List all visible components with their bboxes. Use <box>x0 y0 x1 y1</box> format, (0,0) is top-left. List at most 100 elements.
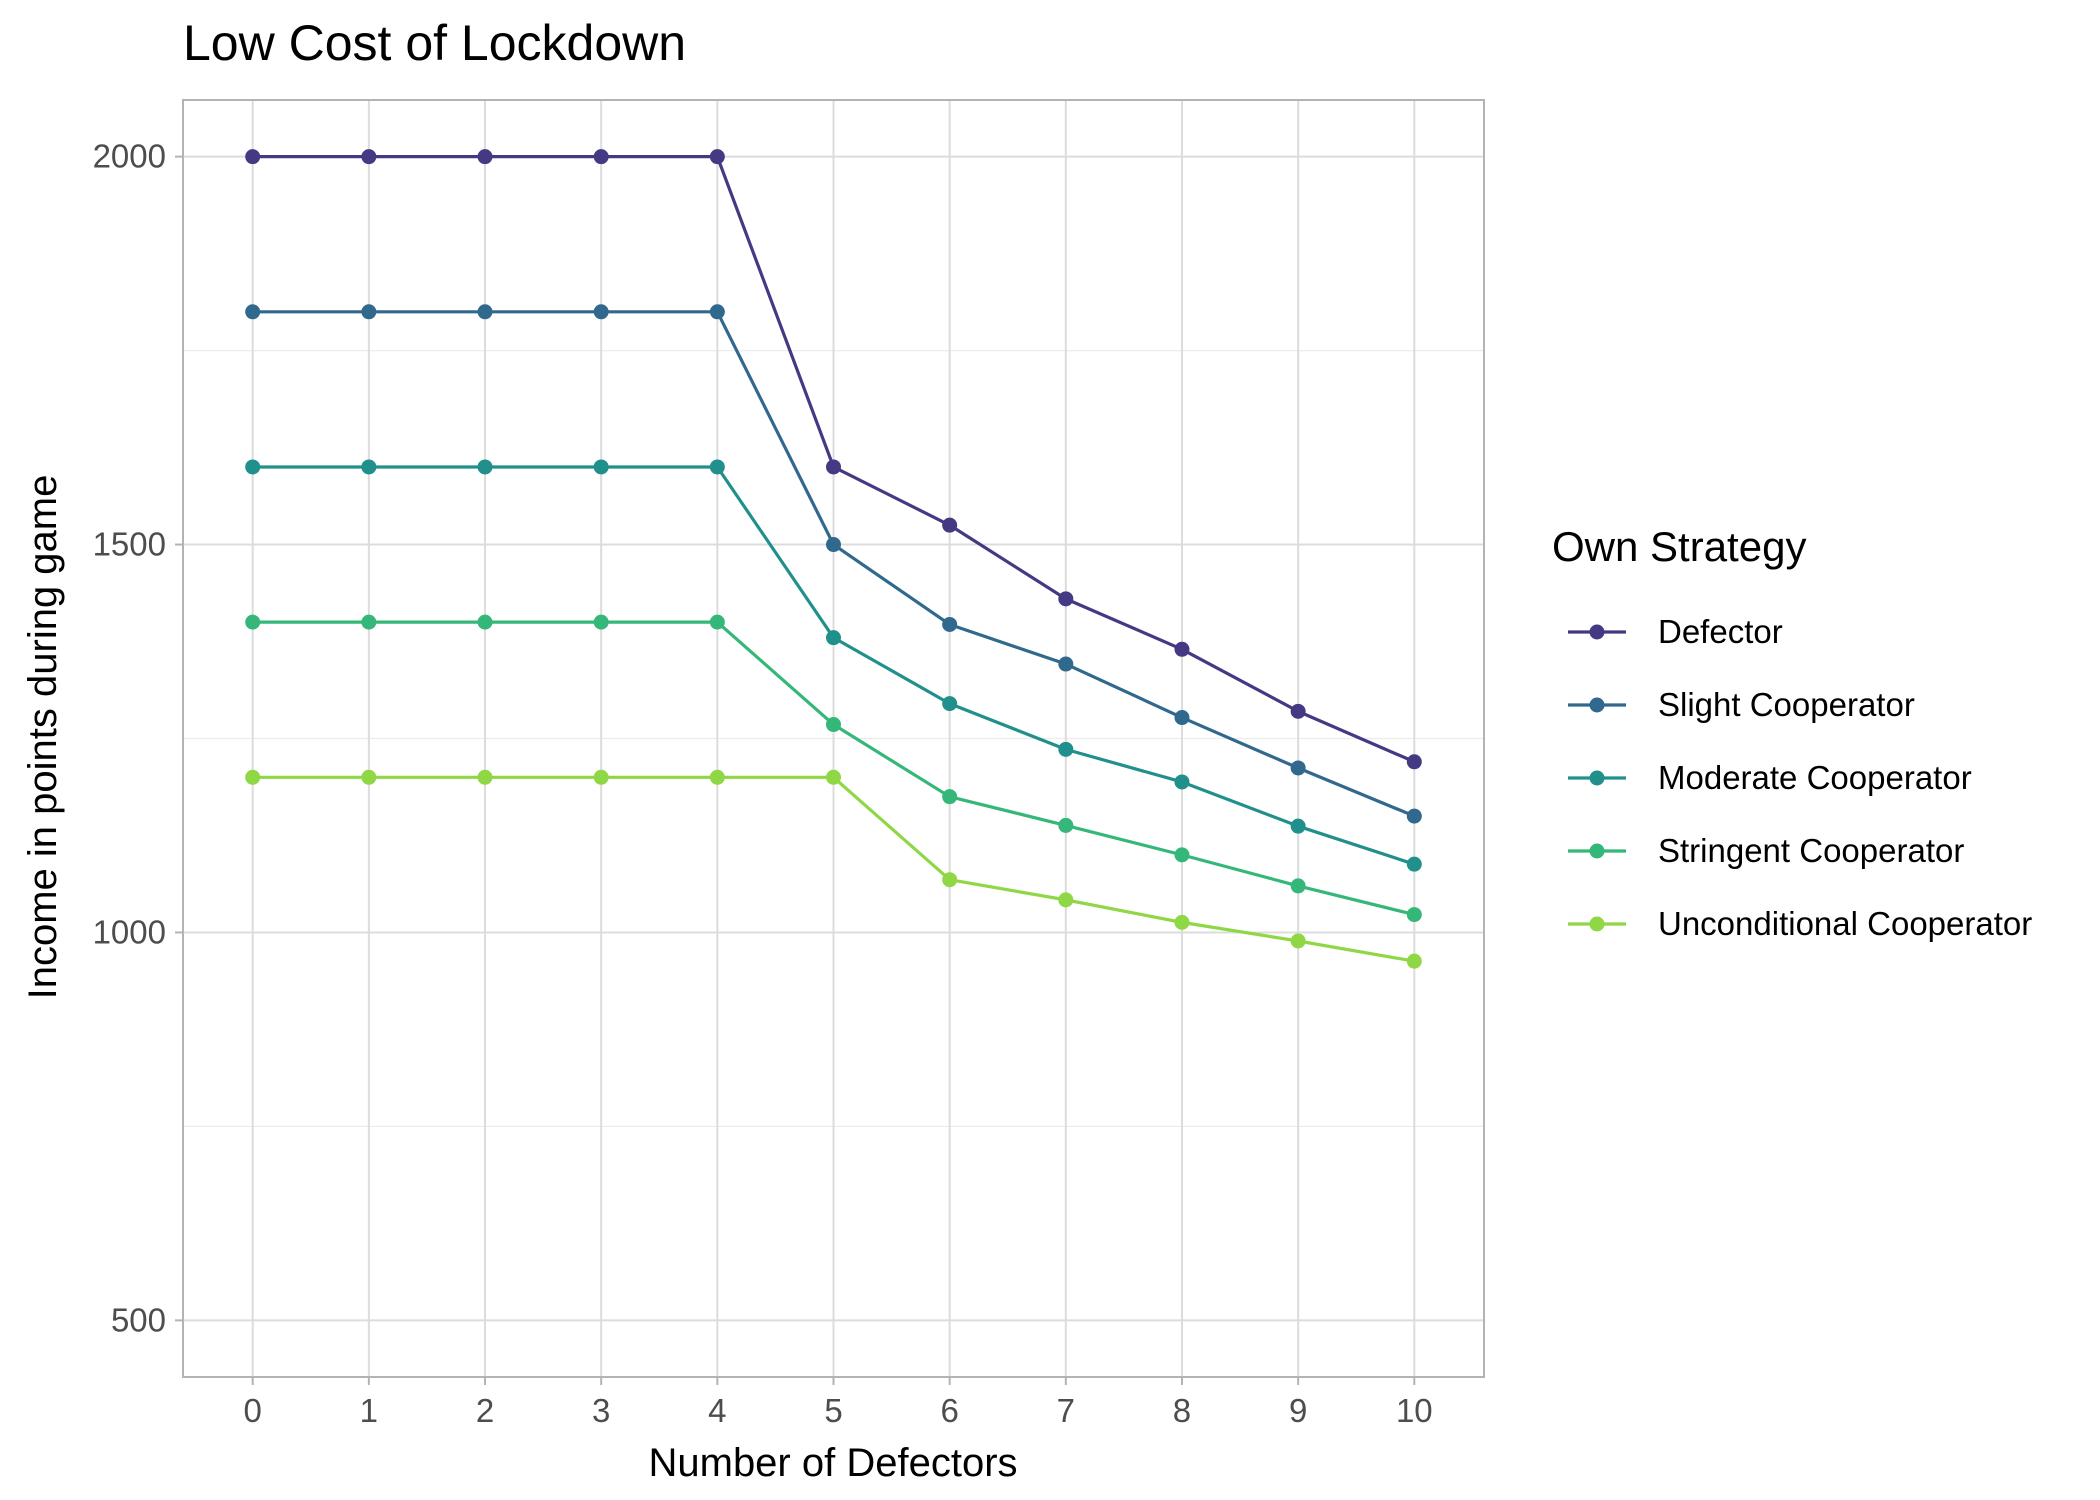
data-point <box>1406 907 1422 923</box>
data-point <box>593 769 609 785</box>
data-point <box>593 149 609 165</box>
data-point <box>245 614 261 630</box>
data-point <box>826 630 841 646</box>
data-point <box>1290 818 1306 834</box>
data-point <box>593 459 609 475</box>
data-point <box>1290 703 1306 719</box>
x-tick-label: 1 <box>360 1392 378 1429</box>
series-slight-cooperator <box>245 304 1422 824</box>
legend-label: Stringent Cooperator <box>1658 832 1964 869</box>
data-point <box>245 459 261 475</box>
series-defector <box>245 149 1422 770</box>
data-point <box>942 872 958 888</box>
data-point <box>1290 760 1306 776</box>
data-point <box>593 304 609 320</box>
y-axis-title: Income in points during game <box>21 475 65 1000</box>
data-point <box>1174 914 1190 930</box>
legend-key-point <box>1589 770 1605 786</box>
series-unconditional-cooperator <box>245 769 1422 969</box>
legend-key-point <box>1589 697 1605 713</box>
x-tick-label: 5 <box>824 1392 842 1429</box>
data-point <box>1406 856 1422 872</box>
data-point <box>1174 710 1190 726</box>
data-point <box>1058 892 1074 908</box>
data-point <box>1058 591 1074 607</box>
legend-label: Unconditional Cooperator <box>1658 905 2032 942</box>
data-point <box>245 304 261 320</box>
series-stringent-cooperator <box>245 614 1422 923</box>
data-point <box>826 459 841 475</box>
x-tick-label: 2 <box>476 1392 494 1429</box>
data-point <box>826 769 841 785</box>
x-axis: 0 1 2 3 4 5 6 7 8 9 10 <box>244 1377 1433 1429</box>
data-point <box>1290 933 1306 949</box>
legend-item: Unconditional Cooperator <box>1568 905 2032 942</box>
data-point <box>361 614 377 630</box>
data-point <box>709 459 725 475</box>
data-point <box>709 769 725 785</box>
x-tick-label: 8 <box>1173 1392 1191 1429</box>
data-point <box>942 517 958 533</box>
x-tick-label: 3 <box>592 1392 610 1429</box>
data-point <box>1058 741 1074 757</box>
data-point <box>709 304 725 320</box>
data-point <box>1406 754 1422 770</box>
data-point <box>245 149 261 165</box>
data-point <box>361 769 377 785</box>
legend-key-point <box>1589 916 1605 932</box>
y-tick-label: 1000 <box>93 913 166 950</box>
data-point <box>1406 808 1422 824</box>
data-point <box>709 149 725 165</box>
x-tick-label: 4 <box>708 1392 726 1429</box>
data-point <box>477 149 493 165</box>
x-tick-label: 7 <box>1057 1392 1075 1429</box>
data-point <box>942 789 958 805</box>
chart-title: Low Cost of Lockdown <box>183 15 686 71</box>
y-axis: 500 1000 1500 2000 <box>93 138 183 1338</box>
data-point <box>826 537 841 553</box>
data-point <box>1406 953 1422 969</box>
data-point <box>477 459 493 475</box>
data-point <box>1174 847 1190 863</box>
data-point <box>361 149 377 165</box>
y-tick-label: 500 <box>111 1301 166 1338</box>
data-point <box>1058 656 1074 672</box>
x-tick-label: 9 <box>1289 1392 1307 1429</box>
x-axis-title: Number of Defectors <box>648 1441 1017 1485</box>
legend-label: Moderate Cooperator <box>1658 759 1972 796</box>
x-tick-label: 6 <box>940 1392 958 1429</box>
data-point <box>826 717 841 733</box>
data-point <box>477 614 493 630</box>
grid <box>183 100 1484 1377</box>
data-point <box>942 616 958 632</box>
legend-item: Moderate Cooperator <box>1568 759 1972 796</box>
data-point <box>1174 641 1190 657</box>
legend: Own Strategy Defector Slight Cooperator Mo… <box>1552 523 2032 942</box>
data-point <box>361 304 377 320</box>
legend-key-point <box>1589 624 1605 640</box>
x-tick-label: 10 <box>1396 1392 1433 1429</box>
series-layer <box>245 149 1422 969</box>
data-point <box>1174 774 1190 790</box>
legend-item: Slight Cooperator <box>1568 686 1915 723</box>
legend-item: Defector <box>1568 613 1783 650</box>
legend-title: Own Strategy <box>1552 523 1806 570</box>
legend-label: Slight Cooperator <box>1658 686 1915 723</box>
legend-item: Stringent Cooperator <box>1568 832 1964 869</box>
y-tick-label: 2000 <box>93 138 166 175</box>
y-tick-label: 1500 <box>93 526 166 563</box>
legend-label: Defector <box>1658 613 1783 650</box>
data-point <box>593 614 609 630</box>
data-point <box>245 769 261 785</box>
data-point <box>709 614 725 630</box>
data-point <box>1058 817 1074 833</box>
x-tick-label: 0 <box>244 1392 262 1429</box>
legend-key-point <box>1589 843 1605 859</box>
data-point <box>361 459 377 475</box>
data-point <box>477 304 493 320</box>
data-point <box>1290 878 1306 894</box>
data-point <box>477 769 493 785</box>
data-point <box>942 696 958 712</box>
series-moderate-cooperator <box>245 459 1422 872</box>
